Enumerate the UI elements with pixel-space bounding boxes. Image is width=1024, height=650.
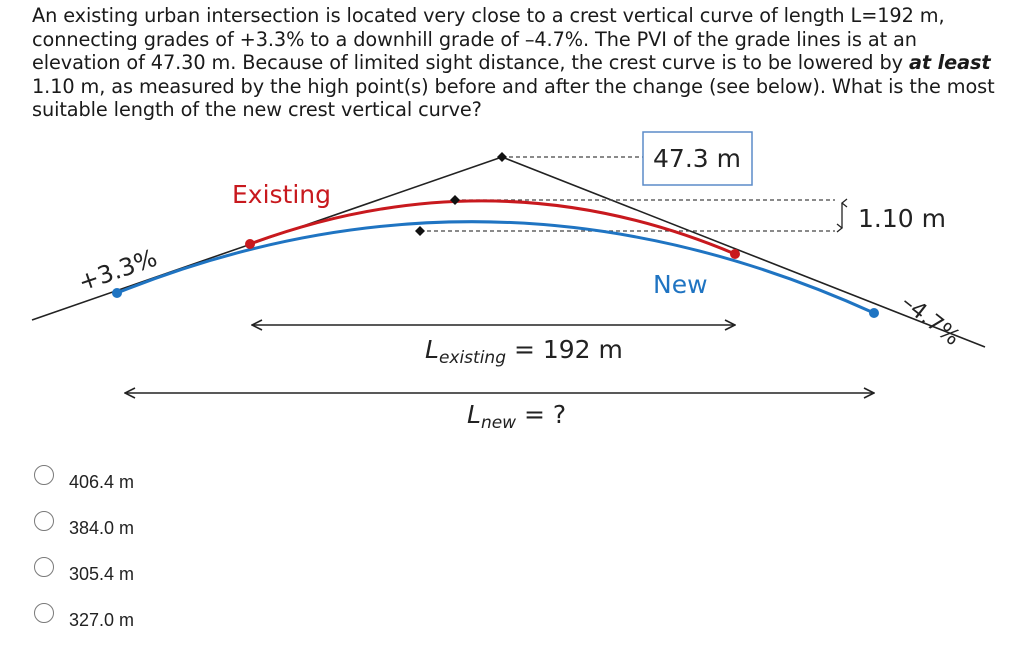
option-4-label: 327.0 m <box>69 610 135 630</box>
pvi-elevation-label: 47.3 m <box>653 144 741 173</box>
grade-right-label: –4.7% <box>896 290 964 351</box>
l-new-sub: new <box>481 413 516 433</box>
existing-evc-point <box>730 249 740 259</box>
option-2[interactable]: 384.0 m <box>34 510 134 538</box>
option-1[interactable]: 406.4 m <box>34 464 134 492</box>
radio-option-1[interactable] <box>34 464 54 485</box>
grade-line-right <box>501 156 986 348</box>
l-existing-sub: existing <box>439 348 506 368</box>
new-curve <box>116 220 875 315</box>
answer-options: 406.4 m 384.0 m 305.4 m 327.0 m <box>34 464 134 650</box>
option-3[interactable]: 305.4 m <box>34 556 134 584</box>
new-bvc-point <box>112 288 122 298</box>
l-new-symbol: L <box>467 400 481 429</box>
option-3-label: 305.4 m <box>69 564 135 584</box>
option-2-label: 384.0 m <box>69 518 135 538</box>
new-high-point <box>415 226 425 236</box>
option-4[interactable]: 327.0 m <box>34 602 134 630</box>
new-evc-point <box>869 308 879 318</box>
existing-label: Existing <box>232 180 331 209</box>
question-part-2: 1.10 m, as measured by the high point(s)… <box>32 74 995 122</box>
existing-bvc-point <box>245 239 255 249</box>
existing-high-point <box>450 195 460 205</box>
l-new-value: = ? <box>516 400 566 429</box>
question-part-1: An existing urban intersection is locate… <box>32 4 945 74</box>
offset-label: 1.10 m <box>858 204 946 233</box>
pvi-elevation-box <box>642 131 753 186</box>
new-label: New <box>653 270 708 299</box>
l-existing-label: Lexisting = 192 m <box>425 335 623 368</box>
question-emphasis: at least <box>908 51 991 74</box>
radio-option-4[interactable] <box>34 602 54 623</box>
l-new-label: Lnew = ? <box>467 400 566 433</box>
radio-option-2[interactable] <box>34 510 54 531</box>
radio-option-3[interactable] <box>34 556 54 577</box>
pvi-marker <box>497 152 507 162</box>
l-existing-value: = 192 m <box>506 335 623 364</box>
l-existing-symbol: L <box>425 335 439 364</box>
question-text: An existing urban intersection is locate… <box>32 4 1007 122</box>
existing-curve <box>249 199 736 256</box>
option-1-label: 406.4 m <box>69 472 135 492</box>
